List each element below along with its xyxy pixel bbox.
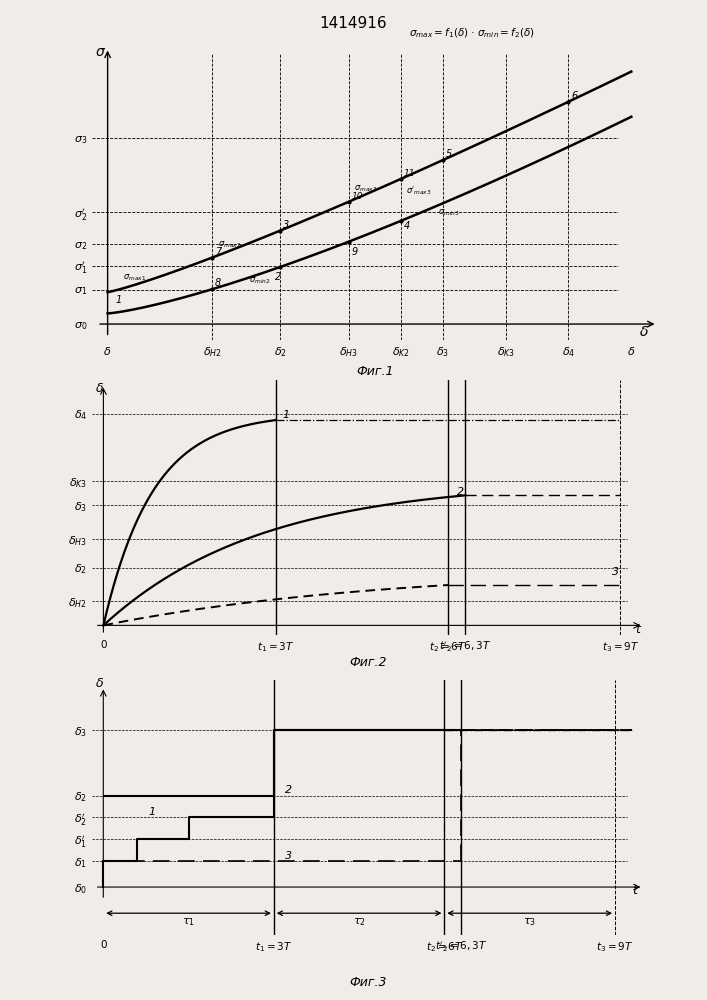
Text: $\sigma_{max1}$: $\sigma_{max1}$ [123, 272, 146, 283]
Text: $\sigma_{max3}$: $\sigma_{max3}$ [354, 183, 377, 194]
Text: $\tau_3$: $\tau_3$ [523, 916, 536, 928]
Text: $\sigma'_{max3}$: $\sigma'_{max3}$ [406, 184, 432, 197]
Text: Фиг.2: Фиг.2 [349, 656, 387, 669]
Text: 1: 1 [115, 295, 122, 305]
Text: 2: 2 [457, 487, 464, 497]
Text: $\delta$: $\delta$ [95, 382, 104, 395]
Text: $t$: $t$ [632, 884, 639, 897]
Text: 8: 8 [215, 278, 221, 288]
Text: 3: 3 [283, 220, 289, 230]
Text: $t$: $t$ [635, 623, 642, 636]
Text: $\tau_1$: $\tau_1$ [182, 916, 195, 928]
Text: $\tau_2$: $\tau_2$ [353, 916, 366, 928]
Text: 10: 10 [351, 192, 363, 201]
Text: $\sigma_{min3}$: $\sigma_{min3}$ [438, 207, 460, 218]
Text: 6: 6 [571, 91, 578, 101]
Text: 5: 5 [445, 149, 452, 159]
Text: 3: 3 [612, 567, 619, 577]
Text: $\delta$: $\delta$ [639, 325, 649, 339]
Text: $\sigma_{min2}$: $\sigma_{min2}$ [249, 276, 271, 286]
Text: 11: 11 [404, 169, 415, 178]
Text: $\sigma$: $\sigma$ [95, 45, 105, 59]
Text: $\sigma_{max}=f_1(\delta)$ · $\sigma_{min}=f_2(\delta)$: $\sigma_{max}=f_1(\delta)$ · $\sigma_{mi… [409, 26, 534, 40]
Text: 1414916: 1414916 [320, 16, 387, 31]
Text: Фиг.3: Фиг.3 [349, 976, 387, 989]
Text: Фиг.1: Фиг.1 [356, 365, 394, 378]
Text: 7: 7 [215, 247, 221, 257]
Text: 3: 3 [285, 851, 292, 861]
Text: 1: 1 [283, 410, 290, 420]
Text: 4: 4 [404, 221, 410, 231]
Text: 2: 2 [275, 272, 281, 282]
Text: 1: 1 [148, 807, 156, 817]
Text: 9: 9 [351, 247, 358, 257]
Text: 2: 2 [285, 785, 292, 795]
Text: $\sigma_{max2}$: $\sigma_{max2}$ [218, 240, 241, 250]
Text: $\delta$: $\delta$ [95, 677, 104, 690]
